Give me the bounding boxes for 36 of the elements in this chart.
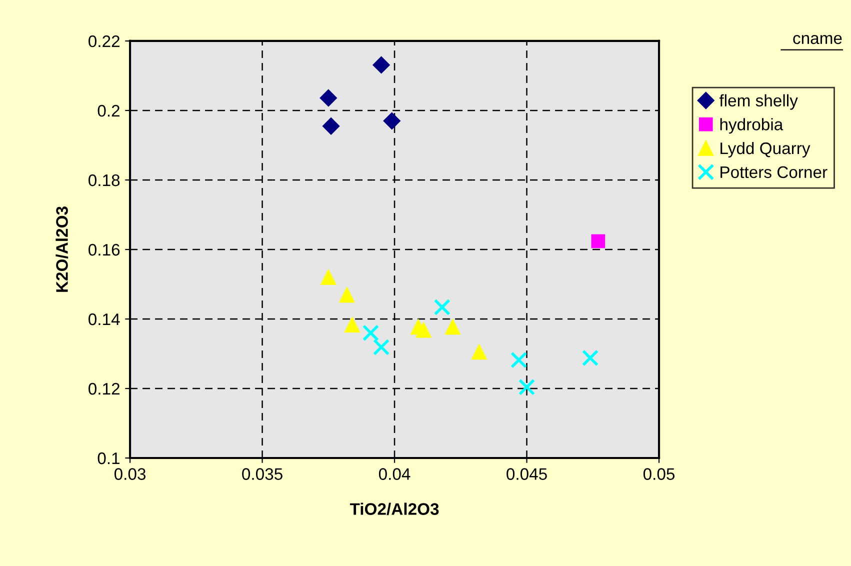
y-axis-title: K2O/Al2O3 [56, 206, 68, 292]
point [445, 319, 460, 335]
x-tick-label: 0.045 [506, 468, 547, 480]
point [322, 118, 340, 135]
y-tick-label: 0.14 [88, 313, 120, 326]
x-tick-label: 0.035 [242, 468, 282, 480]
point [344, 317, 360, 333]
point [434, 298, 450, 316]
point [383, 112, 400, 130]
point [320, 89, 337, 107]
legend-title: cname [793, 34, 842, 44]
x-axis-title: TiO2/Al2O3 [350, 502, 439, 516]
y-tick-label: 0.18 [88, 174, 120, 186]
legend-label: hydrobia [720, 118, 784, 134]
point [518, 378, 536, 396]
point [339, 287, 355, 303]
point [362, 324, 380, 342]
point [582, 350, 599, 366]
legend-label: Potters Corner [720, 166, 828, 178]
point [372, 56, 390, 74]
legend-label: flem shelly [719, 94, 798, 110]
point [472, 344, 487, 360]
point [591, 234, 606, 248]
x-tick-label: 0.03 [114, 468, 146, 480]
y-tick-label: 0.1 [98, 452, 120, 464]
point [372, 338, 390, 356]
point [510, 352, 528, 368]
point [320, 270, 336, 285]
x-tick-label: 0.05 [643, 468, 675, 480]
y-tick-label: 0.12 [88, 382, 120, 395]
x-tick-label: 0.04 [378, 468, 410, 480]
y-tick-label: 0.16 [88, 244, 120, 256]
point [416, 322, 432, 338]
y-tick-label: 0.2 [98, 104, 120, 117]
y-tick-label: 0.22 [88, 35, 120, 48]
legend-label: Lydd Quarry [720, 142, 810, 158]
